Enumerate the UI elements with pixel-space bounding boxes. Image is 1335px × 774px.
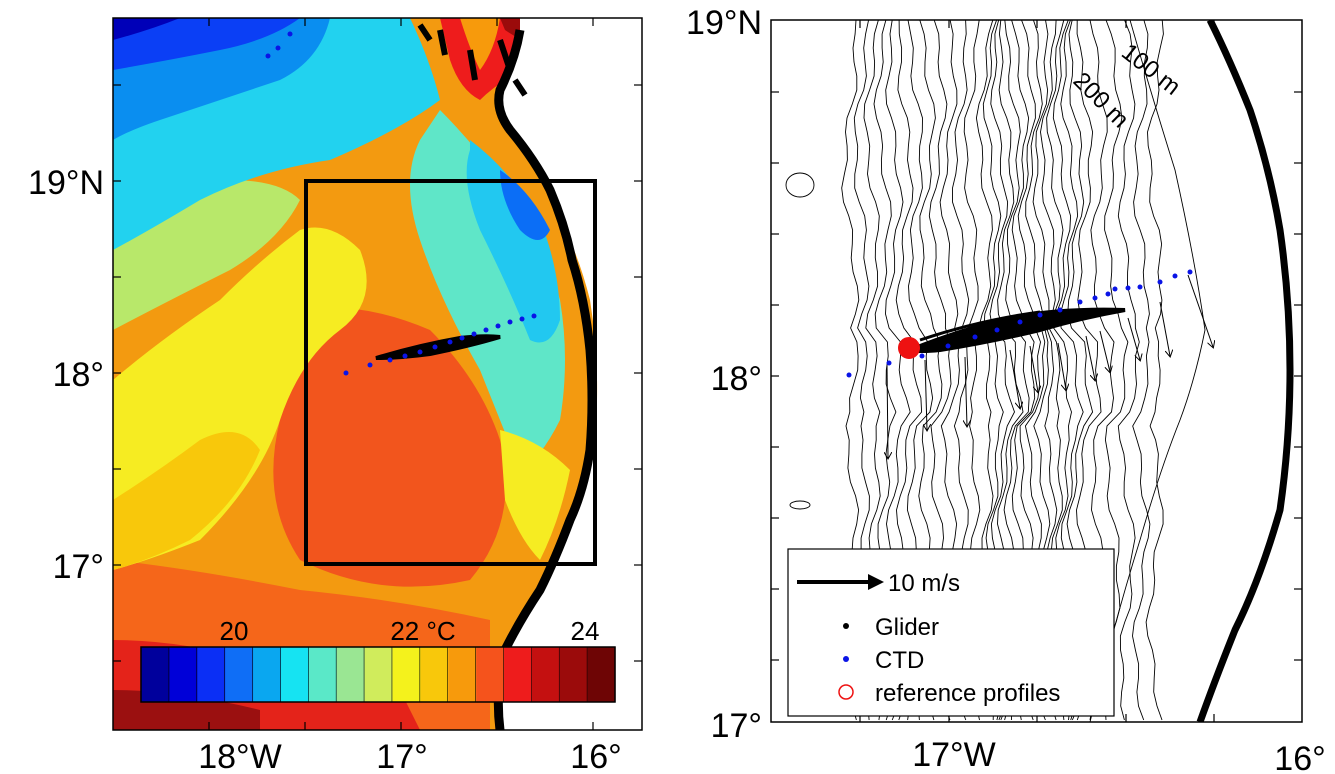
left-ticks xyxy=(113,18,642,730)
colorbar-swatch xyxy=(447,647,477,702)
sst-map-panel xyxy=(113,18,642,730)
colorbar-swatch xyxy=(168,647,198,702)
colorbar-swatch xyxy=(364,647,393,702)
ctd-points-left xyxy=(265,31,537,376)
velocity-arrow xyxy=(1159,301,1170,356)
ctd-point xyxy=(1172,273,1178,279)
ctd-point xyxy=(846,372,852,378)
colorbar-swatch xyxy=(252,647,282,702)
colorbar xyxy=(140,646,616,703)
legend-box xyxy=(787,548,1115,717)
right-ticks xyxy=(771,20,1302,722)
reference-profile-marker xyxy=(898,337,920,359)
velocity-arrow xyxy=(925,359,927,430)
velocity-arrow xyxy=(1187,274,1213,347)
ctd-point xyxy=(1112,286,1118,292)
velocity-arrow xyxy=(1127,317,1140,360)
glider-track-left xyxy=(375,334,501,360)
ctd-point xyxy=(994,327,1000,333)
ctd-point xyxy=(1057,307,1063,313)
colorbar-swatch xyxy=(141,647,170,702)
depth-contour xyxy=(1145,20,1164,721)
depth-contour xyxy=(789,500,811,510)
velocity-arrow xyxy=(1057,342,1066,390)
coastline-right xyxy=(1196,20,1294,722)
ctd-point xyxy=(1187,269,1193,275)
colorbar-tick-22: 22 °C xyxy=(390,616,455,646)
colorbar-swatch xyxy=(336,647,365,702)
colorbar-tick-20: 20 xyxy=(220,616,249,646)
ctd-point xyxy=(945,343,951,349)
ctd-point xyxy=(1092,295,1098,301)
depth-contour xyxy=(1104,20,1129,721)
left-y-tick-19n: 19°N xyxy=(28,164,104,202)
right-y-tick-18: 18° xyxy=(711,360,762,398)
ctd-point xyxy=(1105,291,1111,297)
legend-arrow-head xyxy=(868,574,884,590)
ctd-point xyxy=(886,360,892,366)
legend-glider-label: Glider xyxy=(875,614,939,641)
depth-contour xyxy=(1089,20,1206,722)
colorbar-swatch xyxy=(531,647,560,702)
colorbar-swatch xyxy=(280,647,309,702)
ctd-point xyxy=(1037,312,1043,318)
ctd-point xyxy=(1157,279,1163,285)
velocity-arrows xyxy=(887,274,1213,458)
colorbar-swatch xyxy=(391,647,421,702)
left-x-tick-16: 16° xyxy=(570,738,621,774)
colorbar-swatch xyxy=(475,647,505,702)
ctd-point xyxy=(1137,284,1143,290)
legend-ctd-label: CTD xyxy=(875,647,924,674)
colorbar-swatch xyxy=(559,647,588,702)
legend-arrow-label: 10 m/s xyxy=(888,570,960,597)
velocity-arrow xyxy=(1085,335,1095,380)
colorbar-frame xyxy=(140,646,616,703)
colorbar-swatch xyxy=(308,647,337,702)
left-x-tick-17: 17° xyxy=(376,738,427,774)
glider-track-right xyxy=(903,307,1126,353)
left-y-tick-18: 18° xyxy=(53,356,104,394)
right-y-tick-19n: 19°N xyxy=(686,4,762,42)
coastline-left xyxy=(493,29,597,730)
colorbar-swatch xyxy=(503,647,532,702)
right-x-tick-16: 16° xyxy=(1274,740,1325,774)
colorbar-swatch xyxy=(196,647,226,702)
colorbar-swatch xyxy=(419,647,449,702)
ctd-point xyxy=(1017,319,1023,325)
depth-contour xyxy=(1117,20,1140,721)
legend-ctd-marker xyxy=(843,656,849,662)
ctd-point xyxy=(1125,285,1131,291)
left-panel-frame xyxy=(112,17,643,731)
right-y-tick-17: 17° xyxy=(711,707,762,745)
depth-contour xyxy=(785,172,815,198)
colorbar-swatch xyxy=(587,647,616,702)
velocity-arrow xyxy=(1099,330,1110,372)
left-y-tick-17: 17° xyxy=(53,548,104,586)
colorbar-swatch xyxy=(224,647,254,702)
legend-glider-marker xyxy=(843,623,849,629)
ctd-point xyxy=(919,353,925,359)
legend-reference-label: reference profiles xyxy=(875,680,1060,707)
velocity-arrow xyxy=(1029,345,1038,392)
ctd-points-right xyxy=(846,269,1193,378)
colorbar-tick-24: 24 xyxy=(571,616,600,646)
ctd-point xyxy=(1077,299,1083,305)
depth-contour xyxy=(1132,20,1151,721)
ctd-point xyxy=(972,334,978,340)
left-x-tick-18w: 18°W xyxy=(198,738,282,774)
velocity-arrow xyxy=(887,364,888,458)
velocity-arrow xyxy=(1009,349,1020,408)
right-x-tick-17w: 17°W xyxy=(912,736,996,774)
velocity-arrow xyxy=(965,356,967,426)
zoom-region-box xyxy=(304,179,597,566)
legend-reference-marker xyxy=(838,684,854,700)
legend: 10 m/s Glider CTD reference profiles xyxy=(787,548,1115,717)
